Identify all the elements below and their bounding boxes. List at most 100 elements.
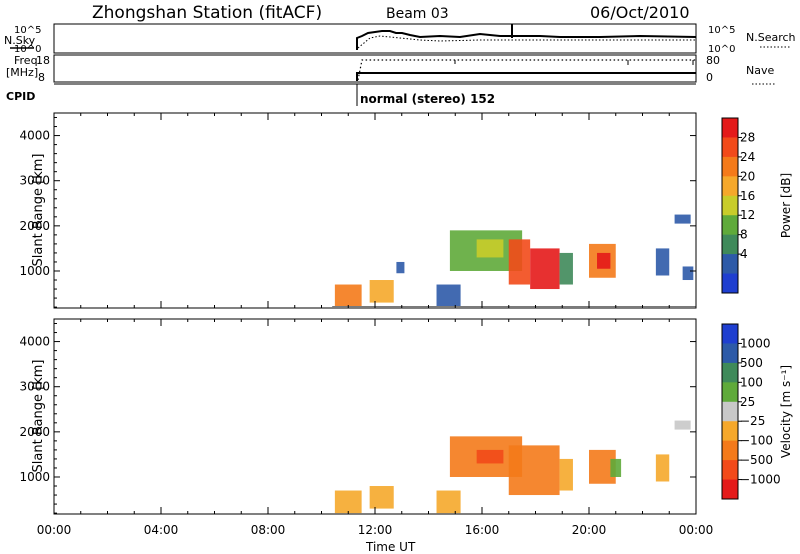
power-colorbar-frame bbox=[721, 117, 739, 294]
nsky-label: N.Sky bbox=[4, 34, 36, 47]
velocity-colorbar-cell bbox=[722, 401, 738, 422]
power-scatter-patch bbox=[682, 266, 694, 281]
power-colorbar-cell bbox=[722, 118, 738, 138]
velocity-scatter-patch bbox=[655, 454, 670, 482]
freq-label-1: Freq. bbox=[14, 54, 41, 67]
velocity-colorbar-cell bbox=[722, 343, 738, 364]
power-axes: 1000 2000 3000 4000 bbox=[19, 113, 697, 308]
power-plot-frame bbox=[53, 112, 697, 309]
velocity-scatter-patch bbox=[334, 490, 362, 514]
cpid-label: CPID bbox=[6, 90, 35, 103]
velocity-scatter-patch bbox=[610, 458, 622, 477]
velocity-ytick-label: 3000 bbox=[19, 380, 50, 394]
velocity-scatter-patch bbox=[508, 445, 560, 496]
date-label: 06/Oct/2010 bbox=[590, 3, 690, 22]
nsky-tick-bottom: 10^0 bbox=[14, 44, 41, 55]
velocity-colorbar-label: Velocity [m s⁻¹] bbox=[779, 365, 793, 458]
velocity-plot-frame bbox=[53, 318, 697, 515]
power-scatter-patch bbox=[559, 252, 573, 285]
xtick-label: 20:00 bbox=[572, 523, 607, 537]
cpid-text: normal (stereo) 152 bbox=[360, 92, 495, 106]
power-scatter-patch bbox=[334, 284, 362, 308]
power-colorbar-tick-label: 20 bbox=[740, 169, 755, 183]
power-scatter-patch bbox=[597, 252, 611, 269]
nave-tick-bottom: 0 bbox=[706, 71, 713, 84]
freq-tick-bottom: 8 bbox=[38, 71, 45, 84]
power-colorbar-tick-label: 4 bbox=[740, 247, 748, 261]
power-colorbar-label: Power [dB] bbox=[779, 173, 793, 238]
power-ylabel: Slant Range [km] bbox=[31, 154, 46, 267]
velocity-scatter-patch bbox=[436, 490, 461, 514]
power-ytick-label: 1000 bbox=[19, 264, 50, 278]
power-panel: 1000 2000 3000 4000 Slant Range [km] bbox=[19, 112, 697, 309]
velocity-colorbar-tick-label: 1000 bbox=[740, 336, 771, 350]
power-colorbar-cell bbox=[722, 254, 738, 275]
freq-panel-frame bbox=[53, 54, 697, 83]
nsearch-series bbox=[357, 35, 696, 49]
nsky-series bbox=[356, 30, 697, 50]
xaxis-label: Time UT bbox=[365, 540, 416, 554]
xtick-label: 00:00 bbox=[37, 523, 72, 537]
velocity-ytick-label: 1000 bbox=[19, 470, 50, 484]
power-colorbar-cell bbox=[722, 195, 738, 216]
velocity-colorbar-tick-label: −500 bbox=[740, 453, 773, 467]
power-colorbar-cell bbox=[722, 215, 738, 236]
power-ytick-label: 2000 bbox=[19, 219, 50, 233]
velocity-scatter-patch bbox=[476, 449, 504, 464]
velocity-axes: 1000 2000 3000 4000 00:00 04:00 08:00 12:00 16:0… bbox=[19, 319, 713, 537]
nsearch-label: N.Search bbox=[746, 31, 796, 44]
velocity-colorbar-cell bbox=[722, 421, 738, 442]
power-colorbar-cell bbox=[722, 137, 738, 158]
xtick-label: 04:00 bbox=[144, 523, 179, 537]
velocity-ylabel: Slant Range [km] bbox=[31, 360, 46, 473]
power-scatter-patch bbox=[396, 261, 405, 274]
nave-label: Nave bbox=[746, 64, 774, 77]
velocity-colorbar-tick-label: 25 bbox=[740, 395, 755, 409]
velocity-colorbar-cell bbox=[722, 479, 738, 500]
power-ytick-label: 4000 bbox=[19, 129, 50, 143]
power-colorbar: 28 24 20 16 12 8 4 Power [dB] bbox=[721, 117, 793, 294]
power-colorbar-tick-label: 24 bbox=[740, 150, 755, 164]
velocity-colorbar-tick-label: −1000 bbox=[740, 473, 781, 487]
nsky-panel-frame bbox=[53, 23, 697, 54]
figure-title: Zhongshan Station (fitACF) bbox=[92, 3, 322, 23]
velocity-scatter-patch bbox=[369, 486, 394, 509]
xtick-label: 16:00 bbox=[465, 523, 500, 537]
velocity-colorbar-frame bbox=[721, 323, 739, 500]
power-scatter-patch bbox=[436, 284, 461, 308]
xtick-label: 12:00 bbox=[358, 523, 393, 537]
velocity-colorbar-tick-label: −100 bbox=[740, 434, 773, 448]
power-scatter-patch bbox=[530, 248, 560, 290]
xtick-label: 08:00 bbox=[251, 523, 286, 537]
power-colorbar-cell bbox=[722, 156, 738, 177]
power-scatter-patch bbox=[508, 239, 531, 285]
velocity-colorbar-cell bbox=[722, 440, 738, 461]
velocity-ytick-label: 2000 bbox=[19, 425, 50, 439]
freq-series bbox=[356, 72, 696, 81]
velocity-panel: 1000 2000 3000 4000 00:00 04:00 08:00 12:00 16:0… bbox=[19, 318, 713, 537]
velocity-ytick-label: 4000 bbox=[19, 335, 50, 349]
power-scatter-patch bbox=[674, 214, 691, 224]
beam-label: Beam 03 bbox=[386, 6, 449, 22]
velocity-colorbar: 1000 500 100 25 −25 −100 −500 −1000 Velocity [m … bbox=[721, 323, 793, 500]
velocity-scatter-patch bbox=[674, 420, 691, 430]
nave-tick-top: 80 bbox=[706, 54, 720, 67]
nave-series bbox=[357, 59, 696, 81]
freq-tick-top: 18 bbox=[36, 54, 50, 67]
velocity-data bbox=[334, 420, 691, 514]
power-colorbar-cell bbox=[722, 234, 738, 255]
power-colorbar-tick-label: 12 bbox=[740, 208, 755, 222]
velocity-colorbar-tick-label: −25 bbox=[740, 414, 765, 428]
velocity-colorbar-cell bbox=[722, 324, 738, 344]
xtick-label: 00:00 bbox=[679, 523, 714, 537]
power-colorbar-cell bbox=[722, 273, 738, 294]
velocity-colorbar-cell bbox=[722, 362, 738, 383]
freq-label-2: [MHz] bbox=[6, 66, 38, 79]
velocity-scatter-patch bbox=[559, 458, 573, 491]
nsky-tick-top: 10^5 bbox=[14, 25, 41, 36]
nsearch-tick-bottom: 10^0 bbox=[708, 44, 735, 55]
power-colorbar-cell bbox=[722, 176, 738, 197]
power-colorbar-tick-label: 28 bbox=[740, 130, 755, 144]
velocity-colorbar-cell bbox=[722, 382, 738, 403]
